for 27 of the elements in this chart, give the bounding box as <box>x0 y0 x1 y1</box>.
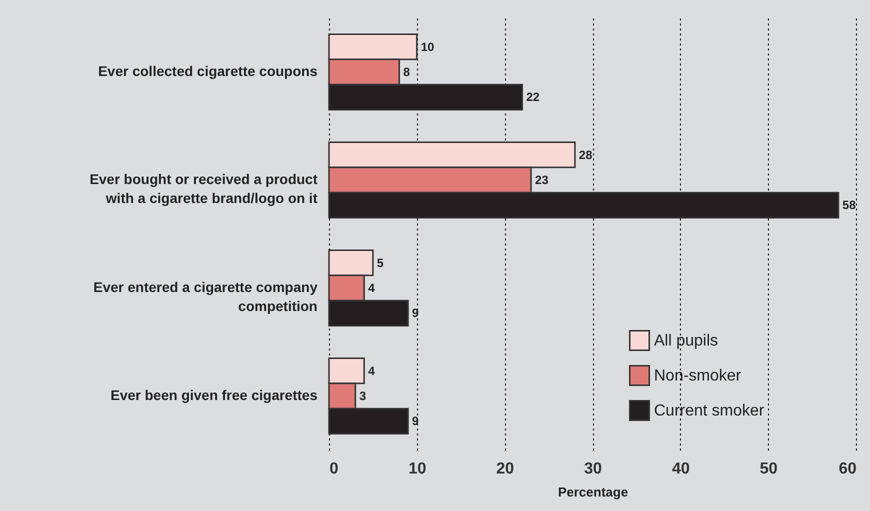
y-tick-label: Ever collected cigarette coupons <box>98 63 318 79</box>
data-label: 22 <box>526 90 540 104</box>
x-axis-title: Percentage <box>558 484 628 500</box>
x-tick-label: 10 <box>408 460 426 478</box>
data-label: 9 <box>412 414 420 428</box>
x-tick-label: 50 <box>760 460 778 478</box>
x-tick-label: 40 <box>672 460 690 478</box>
y-tick-label: Ever bought or received a product with a cigarette brand/logo on it <box>90 171 318 206</box>
legend-label: Current smoker <box>654 402 765 420</box>
data-label: 3 <box>359 389 366 403</box>
x-tick-label: 20 <box>496 460 514 478</box>
data-label: 4 <box>368 364 376 378</box>
legend-label: All pupils <box>654 332 718 350</box>
x-tick-label: 0 <box>330 460 338 478</box>
data-label: 5 <box>376 256 384 270</box>
data-label: 4 <box>368 281 376 295</box>
data-label: 10 <box>420 40 435 54</box>
legend-label: Non-smoker <box>654 368 742 384</box>
y-tick-label: Ever entered a cigarette company competition <box>93 279 318 314</box>
data-label: 23 <box>535 173 549 187</box>
data-label: 9 <box>412 306 420 320</box>
data-label: 58 <box>842 198 856 212</box>
data-label: 8 <box>403 65 410 79</box>
x-tick-label: 30 <box>584 460 602 478</box>
y-tick-label: Ever been given free cigarettes <box>110 387 318 403</box>
x-tick-label: 60 <box>838 460 857 478</box>
data-label: 28 <box>578 148 593 162</box>
